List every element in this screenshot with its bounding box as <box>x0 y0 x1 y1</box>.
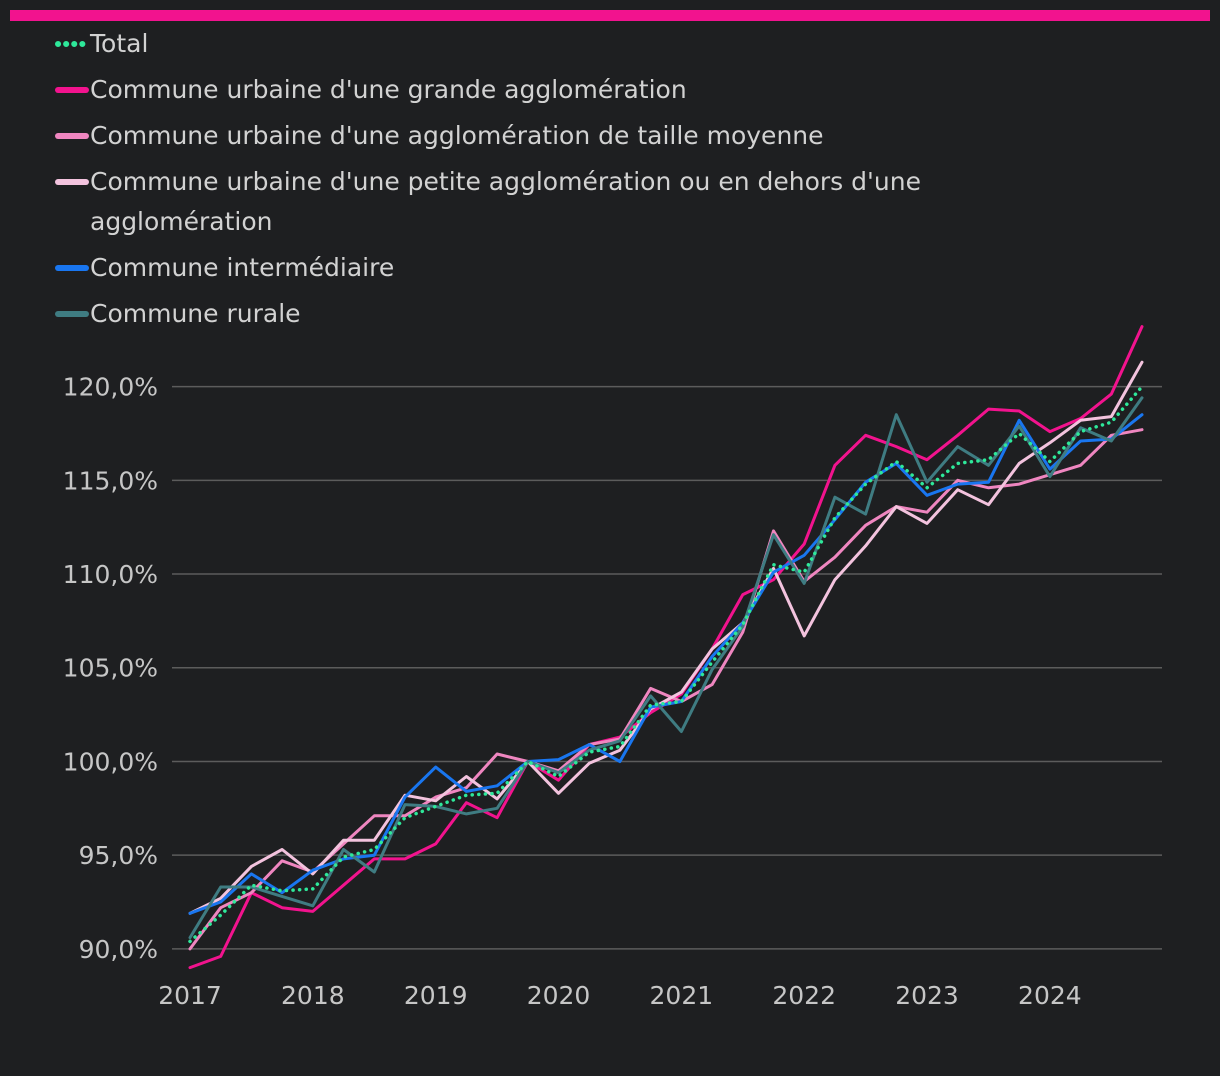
legend-item-grande-agglomeration[interactable]: Commune urbaine d'une grande agglomérati… <box>54 70 1054 110</box>
legend-item-petite-agglomeration[interactable]: Commune urbaine d'une petite agglomérati… <box>54 162 1054 242</box>
series-line-5 <box>188 396 1144 940</box>
grid-lines <box>172 385 1162 950</box>
x-tick-label: 2023 <box>895 981 959 1010</box>
legend-swatch-total <box>54 24 90 64</box>
legend-label: Commune urbaine d'une agglomération de t… <box>90 121 824 150</box>
legend-label: Commune intermédiaire <box>90 253 395 282</box>
y-tick-label: 100,0% <box>63 747 158 776</box>
y-tick-label: 105,0% <box>63 654 158 683</box>
y-tick-label: 110,0% <box>63 560 158 589</box>
legend-swatch-intermediaire <box>54 248 90 288</box>
y-tick-label: 120,0% <box>63 373 158 402</box>
y-tick-label: 90,0% <box>79 935 158 964</box>
legend-item-intermediaire[interactable]: Commune intermédiaire <box>54 248 1054 288</box>
x-tick-label: 2024 <box>1018 981 1082 1010</box>
x-tick-label: 2021 <box>650 981 714 1010</box>
legend-swatch-taille-moyenne <box>54 116 90 156</box>
x-tick-label: 2018 <box>281 981 345 1010</box>
y-tick-label: 115,0% <box>63 466 158 495</box>
legend-label: Total <box>90 29 149 58</box>
x-axis-tick-labels: 2017 2018 2019 2020 2021 2022 2023 2024 <box>158 981 1081 1010</box>
y-tick-label: 95,0% <box>79 841 158 870</box>
series-line-3 <box>188 360 1144 915</box>
series-lines <box>188 325 1144 970</box>
legend-swatch-petite-agglomeration <box>54 162 90 202</box>
legend-item-total[interactable]: Total <box>54 24 1054 64</box>
legend-label: Commune urbaine d'une grande agglomérati… <box>90 75 687 104</box>
legend-swatch-grande-agglomeration <box>54 70 90 110</box>
x-tick-label: 2019 <box>404 981 468 1010</box>
legend-swatch-rurale <box>54 294 90 334</box>
x-tick-label: 2017 <box>158 981 222 1010</box>
top-accent-bar <box>10 10 1210 21</box>
legend-item-rurale[interactable]: Commune rurale <box>54 294 1054 334</box>
legend-label: Commune rurale <box>90 299 301 328</box>
x-tick-label: 2020 <box>527 981 591 1010</box>
series-line-4 <box>188 413 1144 915</box>
series-line-0 <box>188 384 1144 944</box>
legend-item-taille-moyenne[interactable]: Commune urbaine d'une agglomération de t… <box>54 116 1054 156</box>
y-axis-tick-labels: 90,0% 95,0% 100,0% 105,0% 110,0% 115,0% 120,0% <box>63 373 158 964</box>
legend-label: Commune urbaine d'une petite agglomérati… <box>90 167 921 236</box>
x-tick-label: 2022 <box>772 981 836 1010</box>
chart-legend: Total Commune urbaine d'une grande agglo… <box>54 24 1054 340</box>
